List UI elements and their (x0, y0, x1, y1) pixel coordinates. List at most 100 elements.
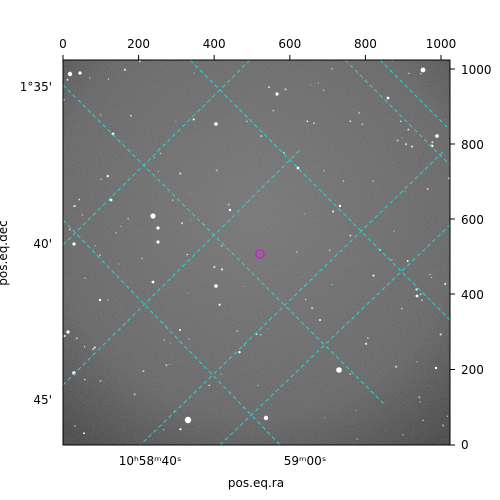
star (420, 67, 426, 73)
faint-star (169, 342, 171, 344)
faint-star (99, 113, 102, 116)
faint-star (100, 178, 102, 181)
star (435, 134, 439, 138)
plot-frame (62, 59, 451, 446)
faint-star (81, 214, 83, 216)
faint-star (304, 213, 306, 215)
faint-star (94, 244, 96, 247)
faint-star (306, 120, 309, 123)
grid-line (344, 60, 450, 166)
faint-star (317, 82, 319, 84)
faint-star (68, 228, 71, 231)
faint-star (364, 342, 368, 345)
faint-star (138, 60, 141, 63)
star (434, 366, 438, 370)
faint-star (361, 123, 364, 126)
faint-star (444, 282, 447, 285)
faint-star (394, 365, 398, 368)
right-tick-label: 0 (461, 438, 469, 452)
faint-star (349, 373, 351, 375)
faint-star (323, 170, 325, 172)
right-tick-label: 800 (461, 138, 484, 152)
faint-star (84, 378, 86, 381)
faint-star (74, 425, 76, 427)
top-tick-label: 0 (59, 37, 67, 51)
coordinate-grid (63, 60, 450, 445)
faint-star (83, 346, 86, 348)
faint-star (120, 225, 122, 228)
faint-star (193, 72, 195, 74)
faint-star (399, 120, 402, 123)
faint-star (92, 348, 94, 350)
star (98, 298, 102, 302)
star (184, 416, 192, 424)
star (214, 284, 218, 288)
faint-star (118, 263, 120, 265)
faint-star (296, 251, 298, 253)
faint-star (342, 180, 345, 182)
star (336, 367, 342, 373)
sky-image (63, 60, 450, 445)
faint-star (390, 258, 393, 261)
faint-star (130, 114, 132, 117)
faint-star (187, 291, 189, 293)
faint-star (246, 120, 248, 123)
faint-star (179, 172, 182, 175)
faint-star (190, 220, 192, 222)
faint-star (418, 396, 421, 399)
faint-star (447, 177, 450, 180)
faint-star (322, 89, 325, 92)
faint-star (244, 285, 246, 287)
faint-star (355, 409, 357, 411)
faint-star (372, 274, 375, 277)
star (214, 122, 218, 126)
faint-star (260, 135, 263, 138)
faint-star (220, 373, 222, 375)
faint-star (142, 370, 145, 373)
grid-line (379, 60, 450, 131)
faint-star (186, 253, 189, 256)
star (156, 226, 160, 230)
faint-star (408, 72, 410, 75)
faint-star (429, 274, 431, 276)
grid-line (63, 219, 281, 445)
dec-tick-label: 40' (33, 237, 52, 251)
star (67, 71, 73, 77)
faint-star (404, 143, 408, 146)
faint-star (426, 188, 429, 190)
faint-star (106, 174, 109, 178)
star-field (63, 60, 450, 440)
top-axis (62, 55, 442, 60)
grid-line (63, 84, 386, 406)
faint-star (421, 299, 424, 302)
faint-star (165, 364, 168, 367)
faint-star (391, 60, 393, 62)
faint-star (115, 231, 118, 234)
faint-star (93, 346, 96, 349)
faint-star (310, 307, 314, 310)
faint-star (220, 268, 224, 271)
faint-star (284, 88, 287, 91)
star (275, 92, 279, 96)
faint-star (367, 337, 369, 340)
x-axis-label: pos.eq.ra (228, 476, 284, 490)
faint-star (238, 351, 241, 354)
faint-star (401, 137, 403, 139)
faint-star (357, 111, 361, 115)
faint-star (153, 156, 155, 158)
faint-star (227, 203, 230, 206)
faint-star (218, 303, 221, 306)
faint-star (304, 298, 307, 301)
faint-star (441, 424, 445, 427)
faint-star (419, 400, 421, 403)
star (151, 280, 155, 284)
faint-star (310, 84, 312, 86)
faint-star (243, 344, 246, 347)
top-tick-label: 400 (203, 37, 226, 51)
faint-star (267, 86, 271, 89)
top-tick-label: 600 (278, 37, 301, 51)
faint-star (99, 254, 101, 256)
faint-star (188, 338, 190, 340)
faint-star (331, 283, 333, 286)
